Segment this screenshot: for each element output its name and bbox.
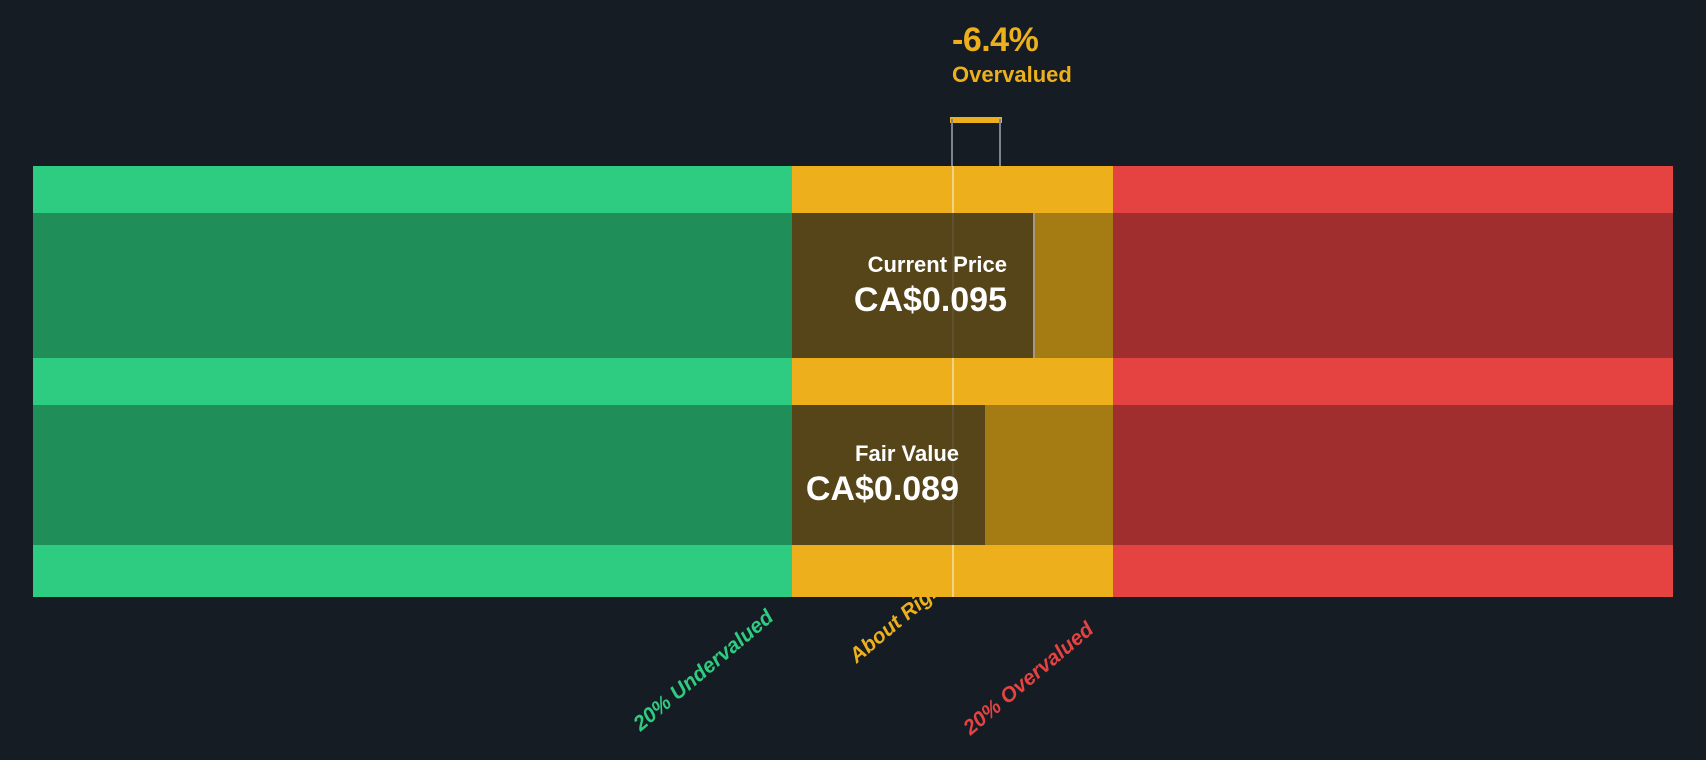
fair-value-bar: Fair Value CA$0.089 <box>792 405 985 545</box>
axis-label-overvalued: 20% Overvalued <box>959 617 1099 740</box>
bracket-right-stem <box>999 119 1001 166</box>
current-price-bar: Current Price CA$0.095 <box>792 213 1035 358</box>
valuation-verdict: Overvalued <box>952 62 1072 87</box>
bracket-top-bar <box>950 117 1002 123</box>
current-price-value: CA$0.095 <box>853 280 1007 319</box>
fair-value-label: Fair Value <box>855 441 959 466</box>
difference-percent: -6.4% <box>952 21 1039 59</box>
zone-undervalued <box>33 166 792 597</box>
zone-overvalued <box>1113 166 1673 597</box>
bracket-left-stem <box>951 119 953 166</box>
plot-area: Current Price CA$0.095 Fair Value CA$0.0… <box>33 166 1673 597</box>
current-price-marker-bracket <box>950 117 1002 166</box>
current-price-label: Current Price <box>867 251 1007 277</box>
fair-value-value: CA$0.089 <box>805 470 959 508</box>
current-price-marker-line <box>952 166 954 597</box>
axis-label-undervalued: 20% Undervalued <box>629 605 778 736</box>
